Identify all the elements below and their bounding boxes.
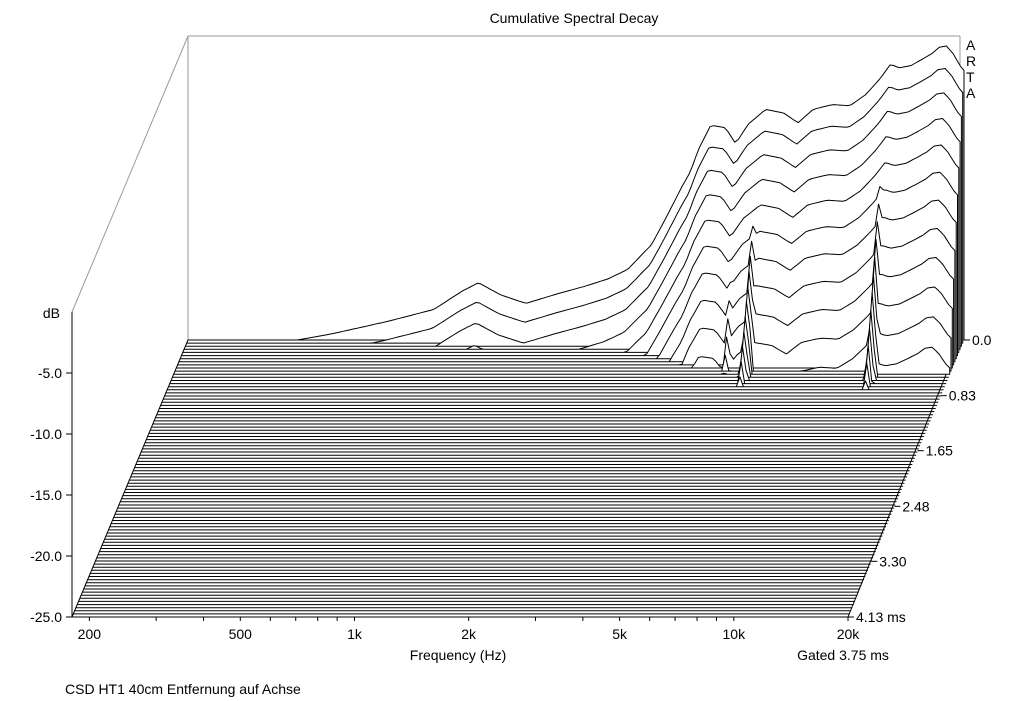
frequency-axis-ticks: 200 500 1k 2k 5k 10k 20k bbox=[78, 617, 861, 642]
time-axis-ticks: 0.0 0.83 1.65 2.48 3.30 4.13 ms bbox=[848, 332, 992, 625]
db-tick-label: -5.0 bbox=[38, 365, 62, 381]
arta-brand: A R T A bbox=[966, 37, 976, 101]
brand-letter: A bbox=[966, 85, 976, 101]
time-tick-label: 2.48 bbox=[902, 498, 929, 514]
db-tick-label: -10.0 bbox=[30, 426, 62, 442]
time-axis-line bbox=[847, 339, 961, 618]
time-tick-label: 1.65 bbox=[926, 443, 953, 459]
frequency-tick-label: 1k bbox=[347, 626, 363, 642]
time-tick-label: 0.0 bbox=[972, 332, 992, 348]
floor-left-edge bbox=[71, 339, 189, 618]
brand-letter: A bbox=[966, 37, 976, 53]
measurement-caption: CSD HT1 40cm Entfernung auf Achse bbox=[65, 681, 301, 697]
db-axis-ticks: -5.0 -10.0 -15.0 -20.0 -25.0 bbox=[30, 365, 72, 625]
time-tick-label: 4.13 ms bbox=[856, 609, 906, 625]
frequency-tick-label: 10k bbox=[723, 626, 747, 642]
time-tick-label: 0.83 bbox=[949, 388, 976, 404]
frequency-tick-label: 20k bbox=[837, 626, 861, 642]
brand-letter: T bbox=[966, 69, 975, 85]
decay-slice bbox=[166, 380, 944, 391]
side-wall-top-edge bbox=[71, 35, 189, 313]
frequency-tick-label: 500 bbox=[229, 626, 253, 642]
db-tick-label: -20.0 bbox=[30, 548, 62, 564]
frequency-tick-label: 200 bbox=[78, 626, 102, 642]
db-axis-label: dB bbox=[43, 305, 60, 321]
decay-slices bbox=[71, 45, 965, 618]
chart-title: Cumulative Spectral Decay bbox=[490, 10, 659, 26]
db-tick-label: -15.0 bbox=[30, 487, 62, 503]
brand-letter: R bbox=[966, 53, 976, 69]
frequency-tick-label: 2k bbox=[461, 626, 477, 642]
time-tick-label: 3.30 bbox=[879, 553, 906, 569]
frequency-tick-label: 5k bbox=[612, 626, 628, 642]
decay-slice bbox=[177, 239, 955, 366]
gate-label: Gated 3.75 ms bbox=[797, 647, 889, 663]
frequency-axis-label: Frequency (Hz) bbox=[410, 647, 506, 663]
db-tick-label: -25.0 bbox=[30, 609, 62, 625]
